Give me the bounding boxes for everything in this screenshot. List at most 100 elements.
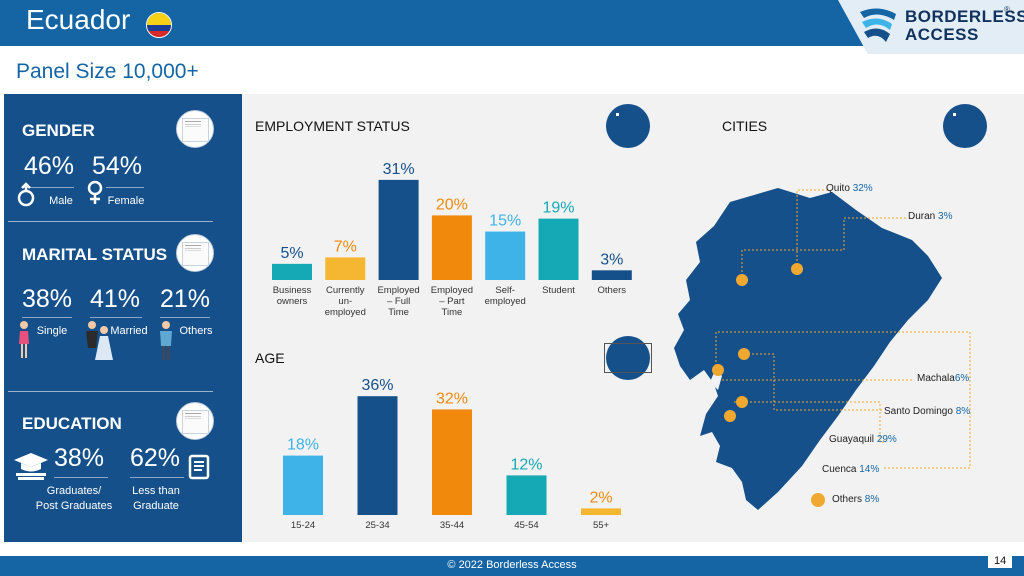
gender-male-label: Male (49, 195, 73, 207)
gender-male-underline (24, 187, 74, 188)
category-label: Employed (377, 285, 419, 296)
city-dot-quito (791, 263, 803, 275)
city-dot-cuenca (736, 396, 748, 408)
divider (8, 221, 213, 222)
data-label: 20% (436, 196, 468, 213)
city-dot-guayaquil (712, 364, 724, 376)
marital-others-label: Others (179, 325, 213, 337)
gender-female-label: Female (107, 195, 145, 207)
marital-married-label: Married (110, 325, 148, 337)
cities-title: CITIES (722, 118, 768, 134)
data-label: 15% (489, 213, 521, 230)
city-dot-santo-domingo (738, 348, 750, 360)
category-label: Self- (495, 285, 515, 296)
education-thumbnail (176, 402, 214, 440)
city-dot-machala (724, 410, 736, 422)
data-label: 32% (436, 390, 468, 407)
gender-female-underline (106, 187, 144, 188)
marital-single-underline (22, 317, 72, 318)
city-connectors (712, 189, 971, 507)
copyright-text: © 2022 Borderless Access (447, 559, 577, 571)
logo-registered-mark: ® (1004, 5, 1010, 14)
education-graduates-underline (54, 477, 108, 478)
education-less-than-graduate-label: Less than Graduate (132, 485, 180, 512)
country-title: Ecuador (26, 4, 131, 35)
man-icon (160, 321, 172, 360)
category-label: un- (338, 296, 352, 307)
data-label: 31% (383, 161, 415, 178)
category-label: Employed (431, 285, 473, 296)
education-graduates-label: Graduates/ Post Graduates (35, 485, 113, 512)
gender-thumbnail (176, 110, 214, 148)
category-label: Currently (326, 285, 365, 296)
category-label: 45-54 (514, 520, 538, 531)
divider (8, 391, 213, 392)
data-label: 12% (510, 456, 542, 473)
category-label: – Full (387, 296, 410, 307)
data-label: 5% (280, 245, 303, 262)
graduation-cap-icon (14, 453, 48, 480)
age-thumbnail-icon (604, 336, 652, 380)
category-label: 25-34 (365, 520, 389, 531)
logo-wordmark: BORDERLESS ACCESS (905, 7, 1024, 44)
education-title: EDUCATION (22, 414, 122, 433)
bar (325, 257, 366, 280)
demographics-panel: GENDER 46% 54% Male Female MARITAL STATU… (4, 94, 242, 542)
city-label-guayaquil: Guayaquil 29% (829, 434, 897, 445)
city-label-machala: Machala6% (917, 373, 970, 384)
city-label-cuenca: Cuenca 14% (822, 464, 880, 475)
book-icon (188, 454, 210, 480)
bar (378, 179, 419, 280)
bar (283, 455, 323, 515)
data-label: 2% (589, 489, 612, 506)
category-label: employed (485, 296, 526, 307)
marital-title: MARITAL STATUS (22, 245, 168, 264)
category-label: Business (273, 285, 312, 296)
category-label: 55+ (593, 520, 610, 531)
bar (431, 215, 472, 280)
cities-thumbnail-icon (943, 104, 987, 148)
age-chart-title: AGE (255, 350, 285, 366)
bar (357, 396, 398, 515)
bar (506, 475, 547, 515)
employment-thumbnail-icon (606, 104, 650, 148)
male-symbol-icon (17, 182, 35, 207)
bar (272, 263, 312, 280)
category-label: Time (442, 307, 463, 318)
category-label: 35-44 (440, 520, 464, 531)
category-label: Time (388, 307, 409, 318)
gender-title: GENDER (22, 121, 95, 140)
gender-female-pct: 54% (92, 152, 143, 180)
city-label-duran: Duran 3% (908, 211, 953, 222)
logo-background (838, 0, 1024, 54)
education-graduates-pct: 38% (54, 444, 105, 472)
marital-married-pct: 41% (90, 285, 141, 313)
employment-chart-title: EMPLOYMENT STATUS (255, 118, 410, 134)
marital-married-underline (90, 317, 142, 318)
category-label: 15-24 (291, 520, 315, 531)
bar (538, 218, 579, 280)
data-label: 18% (287, 437, 319, 454)
education-less-than-graduate-pct: 62% (130, 444, 181, 472)
category-label: Others (598, 285, 627, 296)
footer-bar (0, 556, 1024, 576)
bar (485, 231, 526, 280)
city-label-santo-domingo: Santo Domingo 8% (884, 406, 971, 417)
education-less-underline (130, 477, 184, 478)
category-label: employed (325, 307, 366, 318)
city-label-quito: Quito 32% (826, 183, 873, 194)
bar (581, 508, 621, 515)
data-label: 3% (600, 251, 623, 268)
bar (591, 270, 632, 280)
category-label: Student (542, 285, 575, 296)
marital-single-pct: 38% (22, 285, 73, 313)
page-number: 14 (988, 554, 1013, 568)
city-label-others: Others 8% (832, 494, 880, 505)
data-label: 36% (361, 377, 393, 394)
single-woman-icon (19, 321, 29, 358)
marital-others-pct: 21% (160, 285, 211, 313)
data-label: 19% (542, 200, 574, 217)
gender-male-pct: 46% (24, 152, 75, 180)
city-dot-duran (736, 274, 748, 286)
